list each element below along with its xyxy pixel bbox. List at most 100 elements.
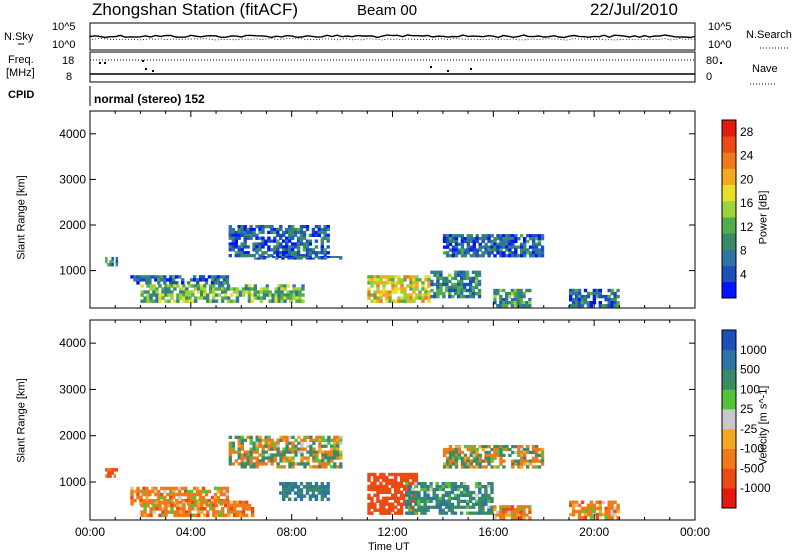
echo-cell (490, 465, 494, 469)
echo-cell (448, 456, 453, 460)
echo-cell (258, 242, 262, 246)
echo-cell (519, 301, 523, 305)
echo-cell (176, 299, 180, 303)
echo-cell (382, 293, 386, 297)
echo-cell (253, 257, 258, 260)
echo-cell (457, 273, 461, 277)
echo-cell (326, 497, 330, 501)
echo-cell (385, 499, 389, 503)
echo-cell (182, 287, 186, 291)
echo-cell (252, 248, 256, 252)
echo-cell (130, 502, 134, 506)
echo-cell (215, 503, 219, 508)
echo-cell (204, 492, 209, 497)
echo-cell (246, 453, 250, 457)
echo-cell (148, 489, 152, 494)
echo-cell (528, 245, 533, 249)
echo-cell (227, 500, 231, 505)
echo-cell (255, 459, 259, 463)
echo-cell (209, 507, 213, 511)
echo-cell (399, 511, 404, 515)
echo-cell (510, 513, 515, 517)
echo-cell (420, 499, 424, 503)
echo-cell (243, 230, 247, 235)
echo-cell (297, 462, 301, 466)
echo-cell (499, 245, 503, 249)
echo-cell (200, 290, 204, 294)
echo-cell (487, 511, 491, 515)
echo-cell (203, 293, 207, 297)
echo-cell (400, 296, 404, 300)
echo-cell (490, 248, 494, 252)
echo-cell (176, 503, 180, 508)
echo-cell (203, 284, 207, 288)
velocity-colorbar-frame (721, 329, 737, 509)
echo-cell (231, 233, 235, 237)
echo-cell (294, 453, 298, 457)
echo-cell (391, 496, 395, 500)
echo-cell (299, 227, 304, 232)
echo-cell (215, 510, 219, 514)
echo-cell (279, 456, 283, 460)
echo-cell (300, 459, 304, 463)
echo-cell (336, 256, 340, 258)
echo-cell (496, 288, 500, 293)
echo-cell (406, 293, 410, 297)
echo-cell (505, 248, 509, 252)
echo-cell (448, 285, 452, 290)
echo-cell (282, 248, 286, 252)
echo-cell (376, 296, 380, 300)
velocity-colorbar-tick: -500 (740, 461, 764, 475)
echo-cell (320, 236, 324, 240)
echo-cell (302, 485, 307, 489)
echo-cell (520, 445, 524, 449)
echo-cell (499, 237, 503, 241)
echo-cell (435, 487, 439, 492)
echo-cell (246, 245, 250, 249)
echo-cell (405, 472, 410, 477)
echo-cell (173, 287, 177, 291)
echo-cell (517, 465, 521, 469)
echo-cell (274, 299, 278, 303)
echo-cell (468, 276, 473, 281)
echo-cell (499, 450, 503, 455)
echo-cell (394, 281, 398, 285)
echo-cell (430, 288, 434, 293)
echo-cell (314, 256, 319, 258)
echo-cell (228, 447, 232, 451)
echo-cell (406, 296, 410, 300)
echo-cell (220, 290, 225, 294)
echo-cell (185, 287, 189, 291)
echo-cell (420, 496, 424, 501)
echo-cell (510, 298, 515, 302)
echo-cell (499, 447, 503, 452)
echo-cell (170, 290, 174, 294)
echo-cell (197, 287, 201, 291)
echo-cell (511, 237, 515, 241)
echo-cell (423, 490, 427, 495)
echo-cell (481, 511, 485, 515)
echo-cell (531, 459, 536, 463)
echo-cell (534, 251, 539, 255)
echo-cell (333, 435, 337, 439)
echo-cell (204, 489, 209, 494)
echo-cell (472, 453, 476, 457)
echo-cell (569, 294, 573, 299)
echo-cell (323, 254, 327, 258)
time-tick-label: 04:00 (176, 525, 206, 539)
echo-cell (408, 493, 412, 498)
echo-cell (610, 288, 614, 293)
echo-cell (327, 456, 331, 460)
echo-cell (607, 294, 611, 299)
echo-cell (308, 485, 313, 489)
echo-cell (284, 256, 288, 258)
echo-cell (466, 239, 470, 244)
echo-cell (192, 495, 197, 500)
echo-cell (323, 230, 327, 235)
echo-cell (367, 496, 371, 500)
echo-cell (302, 233, 307, 237)
echo-cell (300, 462, 304, 466)
echo-cell (496, 453, 500, 457)
nave-label: Nave (752, 63, 778, 75)
echo-cell (517, 453, 521, 457)
